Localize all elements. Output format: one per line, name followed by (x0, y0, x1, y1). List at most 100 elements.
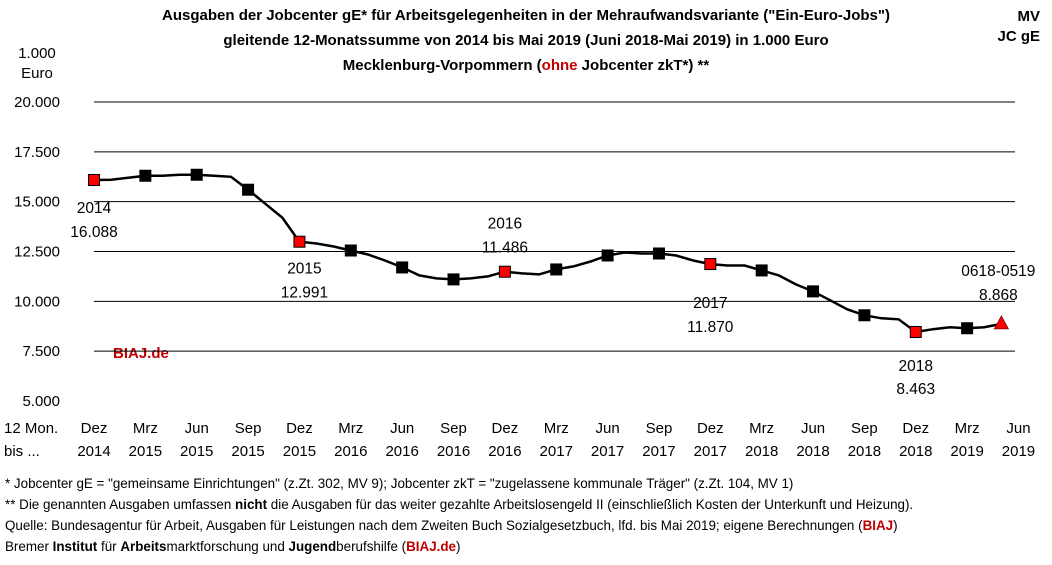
chart-title-line-3: Mecklenburg-Vorpommern (ohne Jobcenter z… (0, 55, 1052, 77)
x-tick-label: Mrz (544, 420, 569, 437)
data-point (190, 168, 203, 181)
footnote-1: * Jobcenter gE = "gemeinsame Einrichtung… (5, 476, 794, 491)
x-tick-label: Sep (235, 420, 262, 437)
x-tick-label: Jun (596, 420, 620, 437)
annotation-label: 2017 (693, 295, 727, 312)
x-tick-label: 2019 (950, 443, 983, 460)
x-tick-label: Dez (492, 420, 519, 437)
data-point-december (293, 235, 306, 248)
x-tick-label: 2016 (437, 443, 470, 460)
institute-b: Institut (52, 539, 98, 554)
x-tick-label: Mrz (133, 420, 158, 437)
data-point (396, 261, 409, 274)
annotation-value: 11.870 (687, 319, 734, 336)
y-unit-line-1: 1.000 (18, 45, 56, 62)
x-tick-label: 2017 (591, 443, 624, 460)
footnote-source-post: ) (893, 518, 898, 533)
data-point-december (88, 173, 100, 186)
institute-e: marktforschung und (166, 539, 289, 554)
x-axis-ticks: Dez 2014 Mrz 2015 Jun 2015 Sep 2015 Dez 2015 Mrz 20… (77, 420, 1035, 460)
x-tick-label: Mrz (955, 420, 980, 437)
title-region: Mecklenburg-Vorpommern ( (342, 57, 542, 74)
data-point-december (704, 258, 717, 271)
chart-title-line-2: gleitende 12-Monatssumme von 2014 bis Ma… (223, 32, 829, 49)
data-point (858, 309, 871, 322)
data-point (652, 247, 665, 260)
biaj-watermark: BIAJ.de (113, 345, 169, 362)
x-tick-label: 2018 (745, 443, 778, 460)
y-axis-ticks: 5.000 7.500 10.000 12.500 15.000 17.500 20.000 (14, 94, 60, 410)
annotation-label: 0618-0519 (961, 263, 1035, 280)
data-point (139, 169, 152, 182)
x-tick-label: Jun (185, 420, 209, 437)
x-tick-label: Dez (81, 420, 108, 437)
x-tick-label: Jun (801, 420, 825, 437)
institute-i: ) (456, 539, 461, 554)
data-point (550, 263, 563, 276)
x-tick-label: Dez (902, 420, 929, 437)
y-tick-label: 17.500 (14, 144, 60, 161)
y-tick-label: 12.500 (14, 244, 60, 261)
annotation-label: 2014 (77, 200, 112, 217)
x-tick-label: 2016 (385, 443, 418, 460)
annotation-value: 16.088 (70, 224, 117, 241)
y-tick-label: 7.500 (22, 343, 60, 360)
series-markers (88, 168, 1010, 338)
institute-c: für (97, 539, 121, 554)
annotation-label: 2016 (488, 216, 522, 233)
x-axis-caption-line-2: bis ... (4, 443, 40, 460)
x-tick-label: Jun (390, 420, 414, 437)
series-line (93, 173, 1002, 334)
data-point (344, 244, 357, 257)
x-tick-label: 2017 (694, 443, 727, 460)
x-tick-label: 2016 (488, 443, 521, 460)
x-tick-label: Sep (851, 420, 878, 437)
footnote-source-pre: Quelle: Bundesagentur für Arbeit, Ausgab… (5, 518, 863, 533)
data-point (242, 183, 255, 196)
x-tick-label: 2015 (180, 443, 213, 460)
x-tick-label: Jun (1006, 420, 1030, 437)
data-point (961, 322, 974, 335)
data-annotations: 2014 16.088 2015 12.991 2016 11.486 2017 11.870… (70, 200, 1035, 398)
x-axis-caption-line-1: 12 Mon. (4, 420, 58, 437)
x-tick-label: 2019 (1002, 443, 1035, 460)
x-tick-label: 2017 (642, 443, 675, 460)
y-tick-label: 5.000 (22, 393, 60, 410)
footnote-source-biaj: BIAJ (862, 518, 894, 533)
x-tick-label: 2014 (77, 443, 110, 460)
y-tick-label: 15.000 (14, 194, 60, 211)
annotation-value: 12.991 (281, 285, 328, 302)
institute-d: Arbeits (120, 539, 167, 554)
institute-h: BIAJ.de (406, 539, 456, 554)
x-tick-label: 2015 (129, 443, 162, 460)
x-tick-label: 2017 (540, 443, 573, 460)
x-tick-label: Dez (286, 420, 313, 437)
data-point-triangle (993, 315, 1010, 330)
footnote-2: ** Die genannten Ausgaben umfassen nicht… (5, 494, 913, 515)
y-unit-line-2: Euro (21, 65, 53, 82)
x-tick-label: 2018 (899, 443, 932, 460)
corner-label-jc-ge: JC gE (997, 28, 1040, 45)
line-chart: 5.000 7.500 10.000 12.500 15.000 17.500 20.000… (4, 94, 1035, 460)
x-tick-label: 2018 (796, 443, 829, 460)
x-tick-label: 2015 (231, 443, 264, 460)
footnote-2-bold: nicht (235, 497, 268, 512)
chart-title-line-1: Ausgaben der Jobcenter gE* für Arbeitsge… (162, 7, 890, 24)
data-point-december (498, 265, 511, 278)
title-ohne: ohne (541, 57, 578, 74)
x-tick-label: Sep (440, 420, 467, 437)
x-tick-label: Mrz (338, 420, 363, 437)
annotation-value: 8.868 (979, 287, 1018, 304)
data-point (755, 264, 768, 277)
annotation-label: 2015 (287, 261, 321, 278)
x-tick-label: Dez (697, 420, 724, 437)
footnote-institute: Bremer Institut für Arbeitsmarktforschun… (5, 536, 460, 557)
annotation-value: 11.486 (482, 240, 528, 257)
annotation-label: 2018 (899, 358, 933, 375)
grid-lines (94, 101, 1015, 352)
institute-g: berufshilfe ( (336, 539, 407, 554)
x-tick-label: Sep (646, 420, 673, 437)
institute-a: Bremer (5, 539, 53, 554)
data-point (807, 285, 820, 298)
x-tick-label: 2015 (283, 443, 316, 460)
